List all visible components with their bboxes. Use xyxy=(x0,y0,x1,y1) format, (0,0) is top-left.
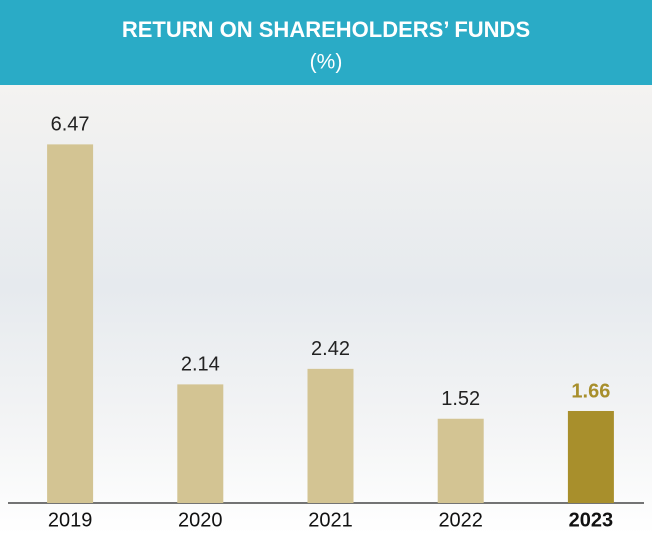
bar xyxy=(47,144,94,503)
x-tick-label: 2020 xyxy=(178,509,223,531)
data-label: 2.14 xyxy=(181,354,220,376)
chart-subtitle: (%) xyxy=(310,51,343,74)
data-label: 2.42 xyxy=(311,338,350,360)
x-tick-label: 2022 xyxy=(438,509,483,531)
data-label: 1.52 xyxy=(441,388,480,410)
bar xyxy=(177,384,224,503)
bar xyxy=(437,418,484,503)
bar xyxy=(567,410,614,503)
x-tick-label: 2021 xyxy=(308,509,353,531)
data-label: 6.47 xyxy=(51,114,90,136)
x-tick-label: 2019 xyxy=(48,509,93,531)
bar xyxy=(307,368,354,503)
header xyxy=(0,0,652,85)
chart-title: RETURN ON SHAREHOLDERS’ FUNDS xyxy=(122,17,530,42)
data-label: 1.66 xyxy=(571,380,610,402)
x-tick-label: 2023 xyxy=(569,509,614,531)
